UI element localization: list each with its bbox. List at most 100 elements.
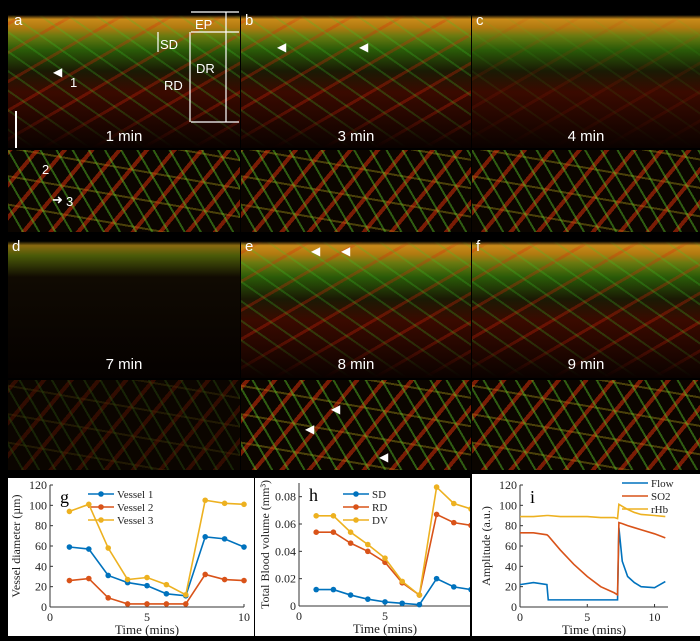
data-point — [382, 599, 388, 605]
data-point — [202, 534, 208, 540]
data-point — [241, 577, 247, 584]
arrowhead-icon: ◀ — [53, 65, 63, 79]
arrowhead-icon: ◀ — [341, 244, 351, 258]
legend-marker — [353, 491, 359, 497]
data-point — [468, 586, 474, 593]
data-point — [105, 595, 111, 601]
data-point — [105, 545, 111, 551]
data-point — [365, 596, 371, 602]
layer-label-dr: DR — [196, 61, 215, 76]
data-point — [241, 544, 247, 550]
panel-c-cross-section: c 4 min — [472, 8, 700, 148]
vessel-label-2: 2 — [42, 162, 50, 177]
x-tick-label: 5 — [584, 610, 590, 624]
chart-h: 0 0.02 0.04 0.06 0.08 0 5 Time (mins) Total Bloo… — [255, 478, 474, 636]
layer-label-rd: RD — [164, 78, 183, 93]
legend-marker — [98, 504, 104, 510]
data-point — [66, 577, 73, 584]
data-point — [365, 541, 371, 548]
x-axis-label: Time (mins) — [562, 622, 626, 636]
data-point — [86, 575, 92, 582]
y-axis-label: Total Blood volume (mm³) — [258, 480, 272, 609]
data-point — [163, 590, 170, 597]
arrowhead-icon: ◀ — [359, 40, 369, 54]
legend-label: SD — [372, 489, 386, 501]
x-tick-label: 0 — [517, 610, 523, 624]
data-point — [347, 540, 354, 546]
scale-bar-vertical — [15, 111, 17, 148]
data-point — [124, 576, 131, 583]
data-point — [416, 592, 423, 598]
legend-label: Vessel 1 — [117, 489, 153, 501]
y-tick-label: 20 — [505, 580, 517, 594]
panel-e-cross-section: e ◀ ◀ 8 min — [241, 234, 471, 378]
arrowhead-icon: ◀ — [277, 40, 287, 54]
data-point — [416, 601, 423, 608]
y-axis-label: Vessel diameter (µm) — [9, 495, 23, 598]
data-point — [330, 529, 337, 535]
panel-e-en-face: ◀ ◀ ◀ — [241, 380, 471, 470]
legend-label: RD — [372, 502, 387, 514]
data-point — [163, 601, 170, 607]
legend-label: SO2 — [651, 491, 671, 503]
data-point — [365, 548, 371, 555]
legend-marker — [98, 517, 104, 523]
y-tick-label: 0.02 — [275, 572, 296, 586]
arrowhead-icon: ◀ — [311, 244, 321, 258]
series-line-vessel-2 — [69, 573, 245, 605]
data-point — [330, 586, 337, 593]
data-point — [241, 501, 247, 508]
y-tick-label: 100 — [29, 498, 47, 512]
series-line-so2 — [520, 521, 666, 597]
layer-label-sd: SD — [160, 37, 179, 52]
data-point — [144, 574, 150, 581]
data-point — [202, 497, 208, 504]
panel-d-cross-section: d 7 min — [8, 234, 240, 378]
y-tick-label: 100 — [499, 498, 517, 512]
data-point — [105, 572, 111, 579]
data-point — [399, 578, 405, 585]
x-axis-label: Time (mins) — [353, 621, 417, 636]
legend-marker — [353, 517, 359, 523]
panel-a-en-face: 2 3 ➜ — [8, 150, 240, 232]
panel-a-cross-section: a EP SD DR RD 1 ◀ 1 min — [8, 8, 240, 148]
data-point — [221, 576, 228, 583]
data-point — [66, 508, 73, 515]
legend-label: rHb — [651, 504, 669, 516]
data-point — [221, 536, 228, 542]
panel-letter: g — [60, 487, 69, 507]
chart-i: 0 20 40 60 80 100 120 0 5 10 Time (mins) Amplitude … — [472, 474, 700, 637]
y-tick-label: 120 — [499, 478, 517, 492]
y-tick-label: 0.04 — [275, 544, 296, 558]
x-tick-label: 0 — [47, 610, 53, 624]
panel-letter: c — [476, 12, 484, 29]
y-tick-label: 0 — [41, 600, 47, 614]
timepoint-label: 8 min — [337, 356, 375, 373]
layer-label-ep: EP — [195, 17, 213, 32]
layer-depth-annotations — [157, 11, 239, 123]
series-line-sd — [316, 577, 472, 606]
panel-d-en-face — [8, 380, 240, 470]
x-tick-label: 0 — [296, 609, 302, 623]
legend-label: Vessel 3 — [117, 515, 154, 527]
y-tick-label: 0.06 — [275, 517, 296, 531]
legend-marker — [98, 491, 104, 497]
data-point — [86, 546, 92, 552]
data-point — [433, 575, 440, 582]
y-tick-label: 40 — [35, 559, 47, 573]
data-point — [347, 529, 354, 535]
panel-letter: f — [476, 238, 481, 255]
series-line-rd — [316, 513, 472, 597]
data-point — [313, 513, 319, 519]
y-tick-label: 80 — [505, 519, 517, 533]
data-point — [382, 555, 388, 561]
y-tick-label: 0 — [290, 599, 296, 613]
x-axis-label: Time (mins) — [115, 622, 179, 636]
data-point — [313, 586, 319, 593]
data-point — [433, 484, 440, 490]
panel-letter: b — [245, 12, 254, 29]
timepoint-label: 4 min — [567, 128, 605, 145]
arrowhead-icon: ◀ — [379, 450, 389, 464]
panel-f-en-face — [472, 380, 700, 470]
panel-b-en-face — [241, 150, 471, 232]
